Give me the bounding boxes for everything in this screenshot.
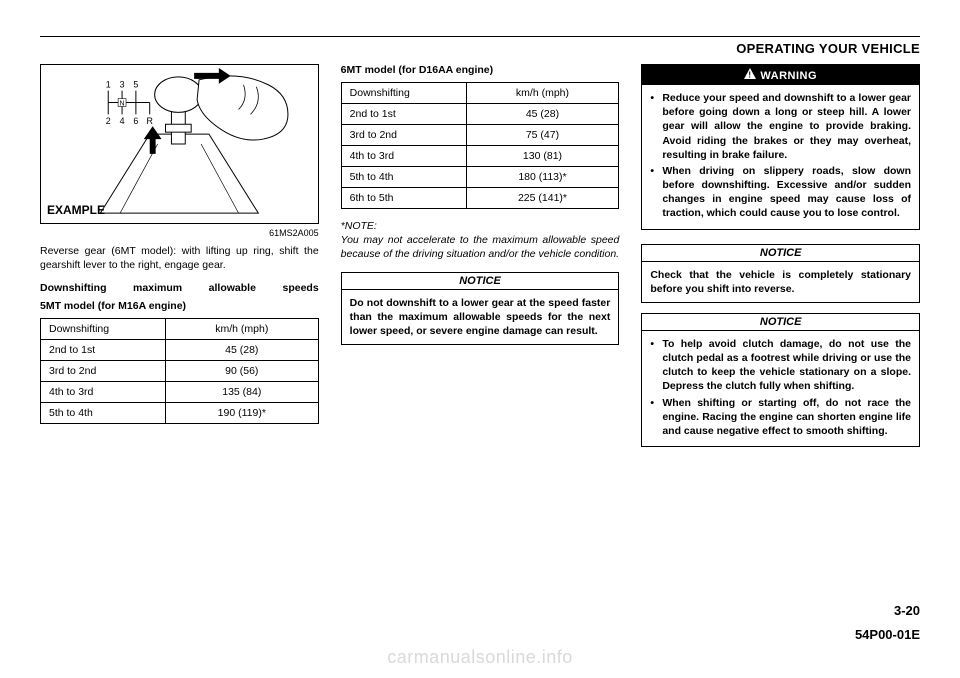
column-2: 6MT model (for D16AA engine) Downshiftin… [341, 64, 620, 457]
note-block: *NOTE: You may not accelerate to the max… [341, 219, 620, 262]
table-row: Downshifting km/h (mph) [341, 83, 619, 104]
warning-title-text: WARNING [760, 70, 817, 82]
warning-title: ! WARNING [642, 65, 919, 85]
top-rule [40, 36, 920, 37]
columns: 1 3 5 N 2 4 6 R EXAMPLE 61MS2A005 [40, 64, 920, 457]
notice-title: NOTICE [642, 245, 919, 262]
warning-body: Reduce your speed and downshift to a low… [642, 85, 919, 229]
6mt-heading: 6MT model (for D16AA engine) [341, 64, 620, 76]
svg-text:R: R [147, 116, 153, 126]
note-label: *NOTE: [341, 220, 377, 232]
gearshift-figure: 1 3 5 N 2 4 6 R EXAMPLE [40, 64, 319, 224]
figure-example-label: EXAMPLE [47, 203, 105, 217]
notice-title: NOTICE [342, 273, 619, 290]
gearshift-illustration: 1 3 5 N 2 4 6 R [41, 65, 318, 223]
downshift-heading: Downshifting maximum allowable speeds [40, 282, 319, 294]
table-row: 3rd to 2nd75 (47) [341, 125, 619, 146]
warning-box: ! WARNING Reduce your speed and downshif… [641, 64, 920, 230]
notice-box-reverse: NOTICE Check that the vehicle is complet… [641, 244, 920, 303]
6mt-table: Downshifting km/h (mph) 2nd to 1st45 (28… [341, 82, 620, 209]
note-text: You may not accelerate to the maximum al… [341, 234, 620, 260]
table-header-cell: Downshifting [341, 83, 466, 104]
warning-triangle-icon: ! [744, 68, 756, 82]
notice-body: To help avoid clutch damage, do not use … [642, 331, 919, 446]
table-row: 2nd to 1st45 (28) [341, 104, 619, 125]
notice-body: Do not downshift to a lower gear at the … [342, 290, 619, 345]
page: OPERATING YOUR VEHICLE [0, 0, 960, 678]
table-row: 2nd to 1st45 (28) [41, 340, 319, 361]
svg-text:6: 6 [133, 116, 138, 126]
svg-text:3: 3 [120, 80, 125, 90]
table-header-cell: km/h (mph) [165, 319, 318, 340]
figure-code: 61MS2A005 [40, 228, 319, 238]
5mt-table: Downshifting km/h (mph) 2nd to 1st45 (28… [40, 318, 319, 424]
svg-text:1: 1 [106, 80, 111, 90]
table-row: Downshifting km/h (mph) [41, 319, 319, 340]
table-row: 5th to 4th180 (113)* [341, 167, 619, 188]
notice-title: NOTICE [642, 314, 919, 331]
svg-text:4: 4 [120, 116, 125, 126]
svg-text:2: 2 [106, 116, 111, 126]
table-row: 6th to 5th225 (141)* [341, 188, 619, 209]
svg-text:N: N [120, 100, 125, 107]
reverse-gear-text: Reverse gear (6MT model): with lifting u… [40, 244, 319, 272]
column-1: 1 3 5 N 2 4 6 R EXAMPLE 61MS2A005 [40, 64, 319, 457]
notice-box-clutch: NOTICE To help avoid clutch damage, do n… [641, 313, 920, 447]
notice-box-downshift: NOTICE Do not downshift to a lower gear … [341, 272, 620, 346]
svg-text:!: ! [749, 71, 752, 80]
table-header-cell: Downshifting [41, 319, 166, 340]
notice-item: When shifting or starting off, do not ra… [650, 396, 911, 439]
section-header: OPERATING YOUR VEHICLE [40, 41, 920, 56]
page-number: 3-20 [894, 603, 920, 618]
watermark: carmanualsonline.info [0, 647, 960, 668]
table-row: 5th to 4th190 (119)* [41, 403, 319, 424]
5mt-heading: 5MT model (for M16A engine) [40, 300, 319, 312]
notice-body: Check that the vehicle is completely sta… [642, 262, 919, 302]
notice-item: To help avoid clutch damage, do not use … [650, 337, 911, 394]
table-header-cell: km/h (mph) [466, 83, 619, 104]
table-row: 4th to 3rd130 (81) [341, 146, 619, 167]
warning-item: When driving on slippery roads, slow dow… [650, 164, 911, 221]
svg-text:5: 5 [133, 80, 138, 90]
document-code: 54P00-01E [855, 627, 920, 642]
table-row: 3rd to 2nd90 (56) [41, 361, 319, 382]
column-3: ! WARNING Reduce your speed and downshif… [641, 64, 920, 457]
warning-item: Reduce your speed and downshift to a low… [650, 91, 911, 162]
table-row: 4th to 3rd135 (84) [41, 382, 319, 403]
